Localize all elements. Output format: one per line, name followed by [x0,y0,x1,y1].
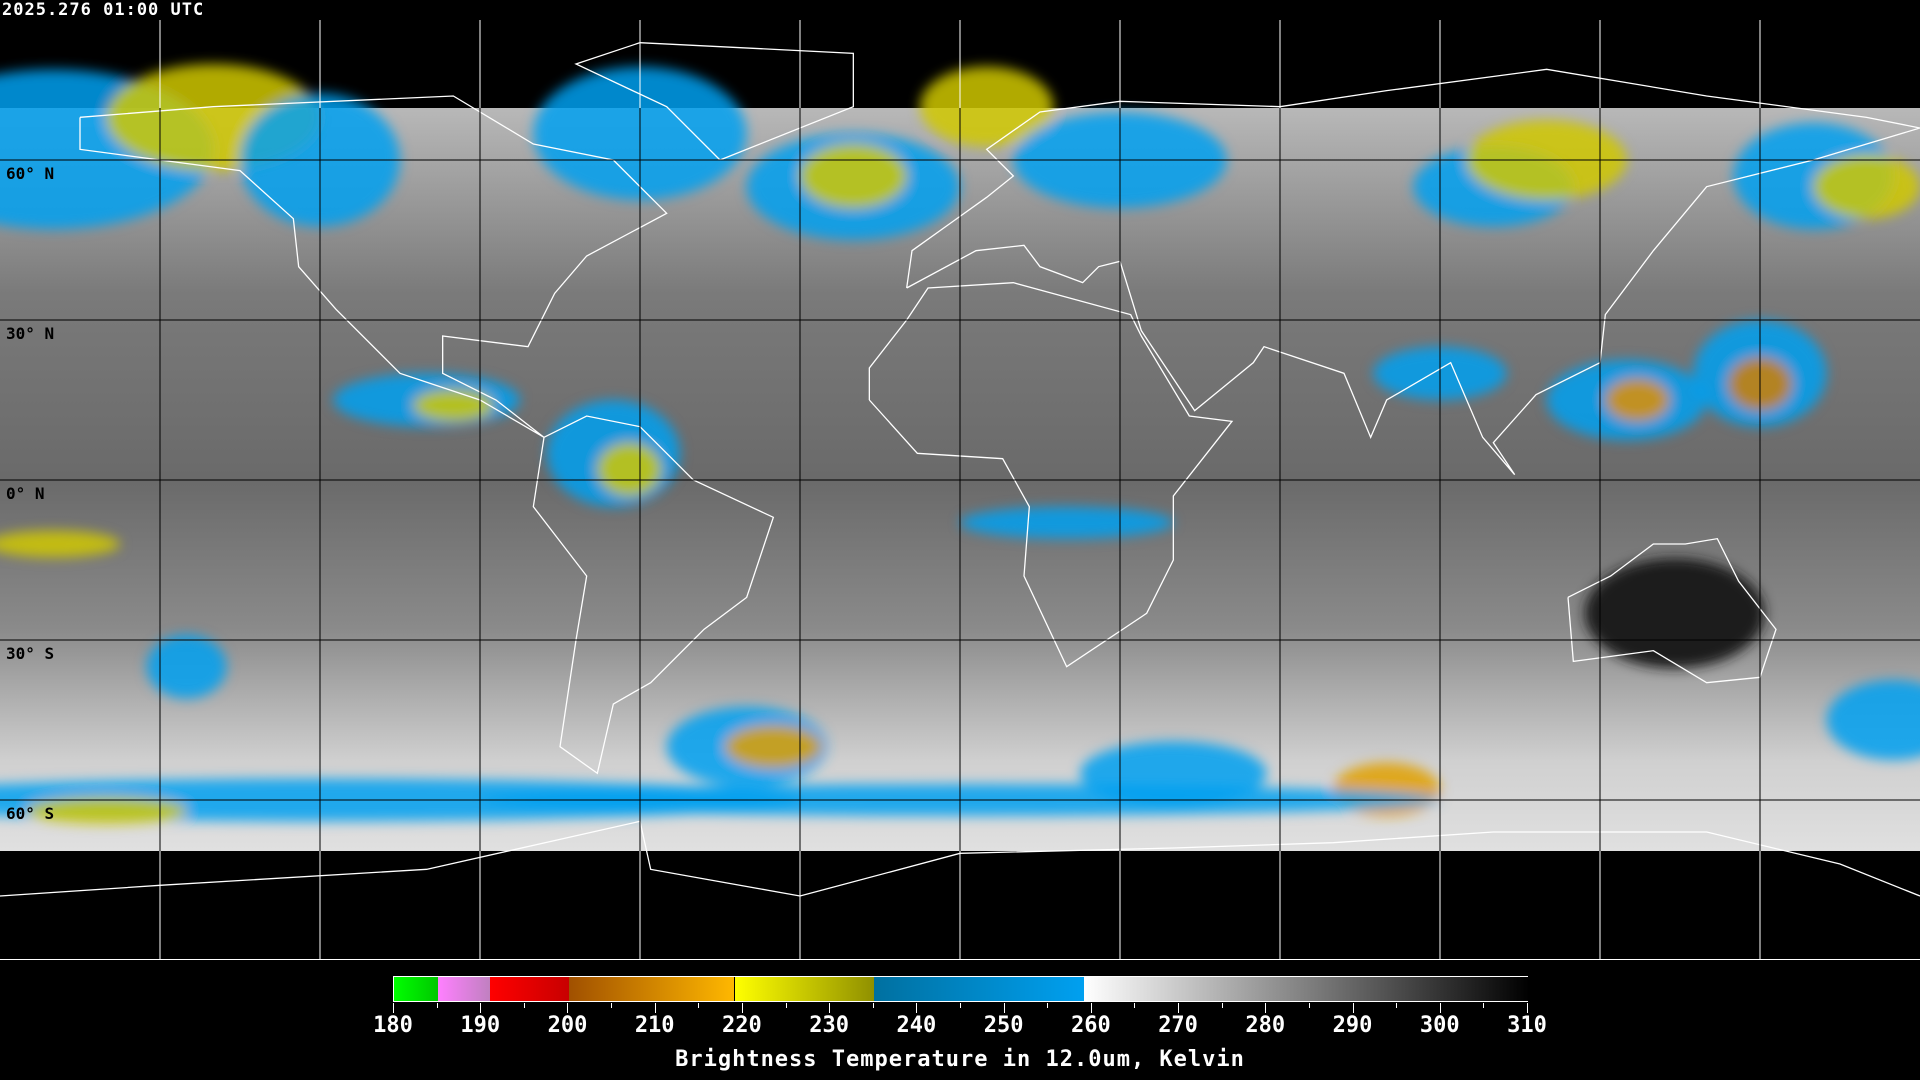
colorbar-tick [567,1003,569,1013]
cloud-blob [1826,680,1920,760]
colorbar-tick-label: 200 [547,1013,588,1038]
coastline [868,282,1234,668]
lat-label-30s: 30° S [6,644,55,663]
colorbar-tick-label: 230 [809,1013,850,1038]
colorbar-tick-label: 220 [722,1013,762,1038]
colorbar-title: Brightness Temperature in 12.0um, Kelvin [675,1047,1245,1072]
colorbar-tick [1352,1003,1354,1013]
colorbar-tick [1090,1003,1092,1013]
colorbar-tick [785,1003,787,1008]
colorbar-tick [1308,1003,1310,1008]
colorbar-tick-label: 250 [983,1013,1024,1038]
cloud-blob [1605,378,1670,422]
colorbar-tick [523,1003,525,1008]
colorbar-segment [734,977,875,1001]
colorbar [393,976,1529,1002]
colorbar-tick [654,1003,656,1013]
colorbar-tick [960,1003,961,1008]
colorbar-segment [490,977,569,1001]
colorbar-tick [1483,1003,1485,1008]
colorbar-tick-label: 300 [1419,1013,1460,1038]
graticule [0,20,1920,960]
colorbar-segment [394,977,438,1001]
coastline [1567,537,1777,684]
colorbar-tick [480,1003,482,1013]
colorbar-tick-label: 290 [1332,1013,1373,1038]
colorbar-tick-label: 240 [896,1013,937,1038]
cloud-blob [0,530,120,558]
colorbar-tick [1265,1003,1267,1013]
cloud-blob [413,389,494,422]
colorbar-tick [611,1003,613,1008]
colorbar-tick [1047,1003,1049,1008]
colorbar-tick-label: 210 [634,1013,675,1038]
colorbar-tick-label: 270 [1158,1013,1198,1038]
cloud-blob [146,634,227,699]
colorbar-segment [1083,977,1529,1001]
colorbar-tick-label: 180 [373,1013,413,1038]
colorbar-tick [1439,1003,1441,1013]
colorbar-tick [872,1003,874,1008]
cloud-blob [800,144,907,208]
colorbar-segment [568,977,735,1001]
colorbar-tick [1003,1003,1005,1013]
cloud-blob [959,506,1174,539]
colorbar-tick [393,1003,394,1013]
colorbar-tick-label: 190 [460,1013,501,1038]
colorbar-tick [1178,1003,1180,1013]
satellite-map [0,20,1920,960]
colorbar-tick-label: 260 [1070,1013,1111,1038]
colorbar-tick [436,1003,438,1008]
lat-label-60s: 60° S [6,804,55,823]
coastline [79,95,668,438]
cloud-blob [26,797,187,825]
colorbar-segment [874,977,1084,1001]
cloud-blob [1813,154,1920,219]
cloud-blob [597,442,662,497]
colorbar-tick-label: 280 [1245,1013,1286,1038]
colorbar-tick [741,1003,743,1013]
lat-label-30n: 30° N [6,324,55,343]
coastline [532,415,775,775]
warm-surface [1584,558,1765,669]
lat-label-60n: 60° N [6,164,55,183]
cloud-blob [725,725,822,769]
coastline [906,68,1920,476]
colorbar-tick [1396,1003,1398,1008]
colorbar-tick [698,1003,700,1008]
colorbar-tick [1221,1003,1223,1008]
colorbar-segment [437,977,491,1001]
colorbar-tick [1134,1003,1136,1008]
colorbar-tick [1527,1003,1528,1013]
timestamp: 2025.276 01:00 UTC [2,0,205,20]
colorbar-tick [916,1003,918,1013]
colorbar-tick-label: 310 [1507,1013,1547,1038]
colorbar-tick [829,1003,831,1013]
lat-label-0n: 0° N [6,484,45,503]
coastlines [0,42,1920,897]
